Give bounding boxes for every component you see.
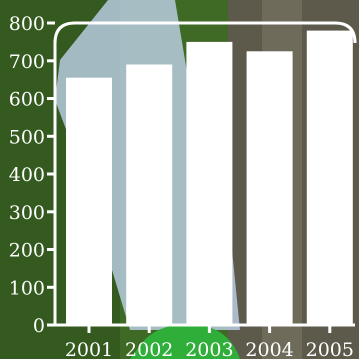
y-tick-label-600: 600: [9, 89, 45, 111]
x-tick-label-2003: 2003: [185, 339, 233, 359]
bar-2003: [186, 41, 233, 326]
x-tick-label-2005: 2005: [306, 339, 354, 359]
y-tick-label-400: 400: [9, 164, 45, 186]
y-tick-label-100: 100: [9, 277, 45, 299]
bar-2004: [246, 51, 293, 326]
y-tick-label-300: 300: [9, 202, 45, 224]
y-tick-label-700: 700: [9, 51, 45, 73]
bar-2002: [126, 64, 173, 325]
bar-2005: [306, 30, 353, 325]
y-tick-label-200: 200: [9, 240, 45, 262]
x-tick-label-2001: 2001: [65, 339, 113, 359]
y-tick-label-0: 0: [33, 315, 45, 337]
y-tick-label-500: 500: [9, 126, 45, 148]
x-tick-label-2002: 2002: [125, 339, 173, 359]
x-tick-label-2004: 2004: [245, 339, 293, 359]
y-tick-label-800: 800: [9, 13, 45, 35]
background-green-object: [130, 324, 240, 359]
bar-2001: [66, 77, 112, 325]
plot-frame: [53, 21, 357, 325]
chart-layer: 0 100 200 300 400 500 600 700 800 2001 2002 2003 200…: [9, 13, 357, 361]
